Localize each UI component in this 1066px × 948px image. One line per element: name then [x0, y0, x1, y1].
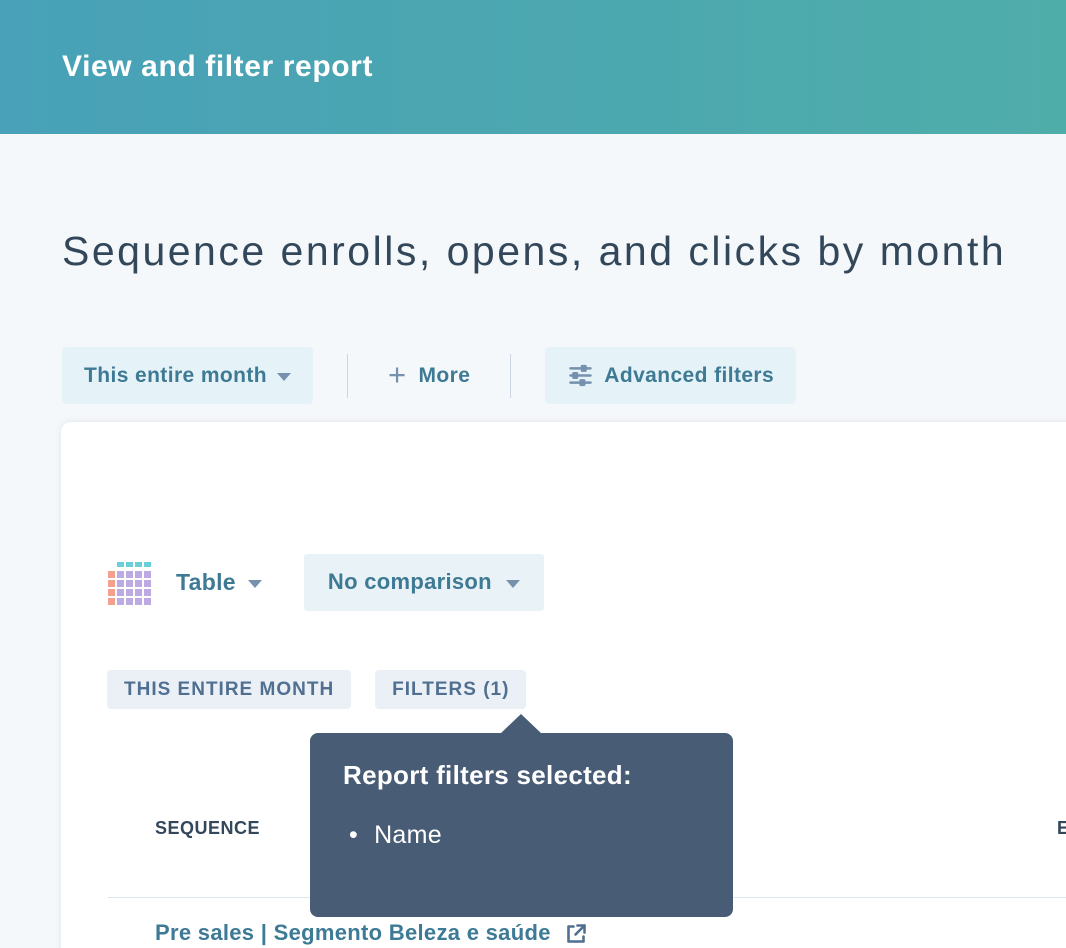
sequence-link-label: Pre sales | Segmento Beleza e saúde: [155, 920, 551, 945]
plus-icon: +: [387, 356, 407, 392]
date-range-badge: THIS ENTIRE MONTH: [107, 670, 352, 709]
sequence-link[interactable]: Pre sales | Segmento Beleza e saúde: [155, 920, 588, 946]
filter-bar: This entire month + More Advanced filter…: [62, 347, 797, 404]
more-filters-button[interactable]: + More: [382, 356, 476, 392]
date-range-label: This entire month: [84, 363, 267, 387]
applied-filter-badges: THIS ENTIRE MONTH FILTERS (1): [107, 670, 527, 709]
column-header-enrolled-truncated[interactable]: E: [1057, 818, 1066, 838]
column-header-sequence[interactable]: SEQUENCE: [155, 818, 261, 838]
filters-count-badge[interactable]: FILTERS (1): [375, 670, 527, 709]
chevron-down-icon: [505, 579, 520, 588]
panel-title: View and filter report: [62, 50, 374, 83]
comparison-label: No comparison: [327, 569, 492, 594]
advanced-filters-label: Advanced filters: [604, 363, 775, 387]
tooltip-filter-list: Name: [349, 821, 700, 850]
tooltip-title: Report filters selected:: [343, 760, 632, 790]
panel-header: View and filter report: [0, 0, 1066, 134]
external-link-icon: [566, 924, 586, 943]
comparison-select[interactable]: No comparison: [303, 553, 544, 611]
more-label: More: [418, 363, 471, 387]
vertical-divider: [510, 353, 512, 398]
chevron-down-icon: [247, 579, 262, 588]
table-chart-icon: [108, 559, 153, 605]
chevron-down-icon: [276, 373, 291, 381]
chart-type-label: Table: [176, 568, 236, 595]
view-bar: Table No comparison: [108, 553, 544, 611]
filters-tooltip: Report filters selected: Name: [310, 714, 733, 917]
sliders-icon: [569, 364, 593, 387]
tooltip-list-item: Name: [349, 821, 700, 850]
chart-type-select[interactable]: Table: [170, 568, 268, 597]
report-title: Sequence enrolls, opens, and clicks by m…: [62, 228, 1007, 274]
tooltip-arrow: [500, 714, 542, 734]
date-range-button[interactable]: This entire month: [62, 347, 313, 404]
advanced-filters-button[interactable]: Advanced filters: [545, 347, 797, 404]
vertical-divider: [346, 353, 348, 398]
